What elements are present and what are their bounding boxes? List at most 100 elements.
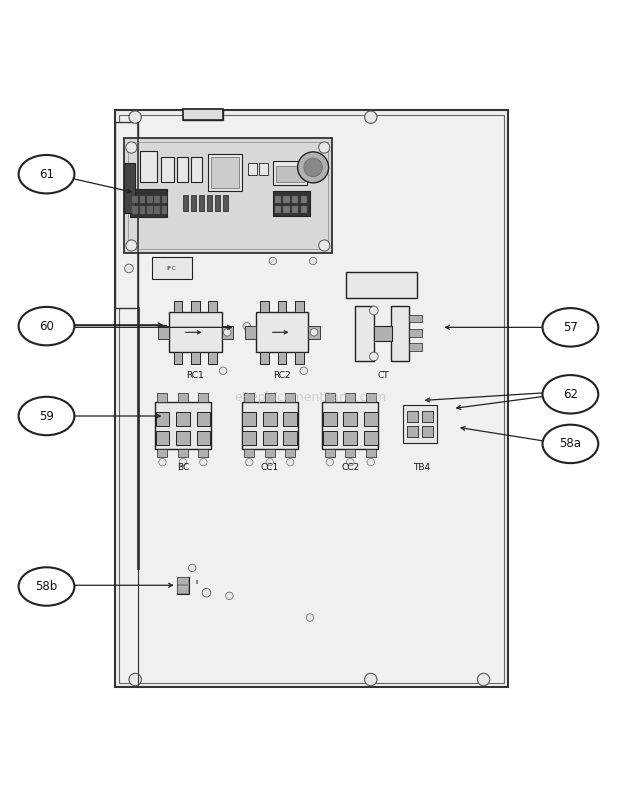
FancyBboxPatch shape [157,393,167,402]
Circle shape [298,152,329,183]
Circle shape [188,564,196,572]
Ellipse shape [19,567,74,606]
FancyBboxPatch shape [154,196,160,203]
FancyBboxPatch shape [198,393,208,402]
FancyBboxPatch shape [242,413,256,426]
FancyBboxPatch shape [183,195,188,211]
Circle shape [365,111,377,123]
Circle shape [269,257,277,264]
FancyBboxPatch shape [325,449,335,457]
FancyBboxPatch shape [265,393,275,402]
FancyBboxPatch shape [283,431,297,445]
FancyBboxPatch shape [292,206,298,213]
Circle shape [161,257,168,264]
FancyBboxPatch shape [283,413,297,426]
FancyBboxPatch shape [283,206,290,213]
FancyBboxPatch shape [208,301,217,312]
FancyBboxPatch shape [409,329,422,336]
FancyBboxPatch shape [407,411,418,422]
FancyBboxPatch shape [260,352,269,364]
Text: RC2: RC2 [273,371,291,380]
FancyBboxPatch shape [409,344,422,351]
FancyBboxPatch shape [132,207,138,214]
Circle shape [347,458,354,466]
Circle shape [202,589,211,597]
FancyBboxPatch shape [278,301,286,312]
FancyBboxPatch shape [197,431,210,445]
FancyBboxPatch shape [263,431,277,445]
FancyBboxPatch shape [177,157,188,182]
FancyBboxPatch shape [157,326,169,339]
FancyBboxPatch shape [275,196,281,203]
FancyBboxPatch shape [323,431,337,445]
FancyBboxPatch shape [278,352,286,364]
FancyBboxPatch shape [176,413,190,426]
Text: 60: 60 [39,320,54,332]
FancyBboxPatch shape [366,449,376,457]
FancyBboxPatch shape [244,393,254,402]
FancyBboxPatch shape [301,206,307,213]
FancyBboxPatch shape [177,577,188,584]
FancyBboxPatch shape [260,301,269,312]
FancyBboxPatch shape [208,154,242,191]
FancyBboxPatch shape [156,413,169,426]
FancyBboxPatch shape [374,326,392,341]
Circle shape [477,674,490,686]
FancyBboxPatch shape [156,431,169,445]
Text: 59: 59 [39,409,54,422]
Circle shape [125,264,133,273]
Text: 57: 57 [563,321,578,334]
FancyBboxPatch shape [391,306,409,361]
Ellipse shape [19,307,74,345]
Circle shape [326,458,334,466]
Text: 62: 62 [563,388,578,400]
Text: BC: BC [177,462,189,472]
Text: 58a: 58a [559,437,582,450]
Text: CC1: CC1 [260,462,279,472]
FancyBboxPatch shape [343,431,357,445]
Circle shape [300,367,308,374]
FancyBboxPatch shape [161,157,174,182]
FancyBboxPatch shape [273,191,310,215]
Ellipse shape [542,425,598,463]
FancyBboxPatch shape [403,405,437,443]
FancyBboxPatch shape [295,301,304,312]
FancyBboxPatch shape [197,413,210,426]
FancyBboxPatch shape [409,315,422,322]
FancyBboxPatch shape [355,306,374,361]
FancyBboxPatch shape [345,449,355,457]
Circle shape [370,306,378,315]
Circle shape [266,458,273,466]
FancyBboxPatch shape [265,449,275,457]
FancyBboxPatch shape [140,207,145,214]
Circle shape [310,328,317,336]
Text: CT: CT [378,371,389,380]
FancyBboxPatch shape [407,426,418,437]
FancyBboxPatch shape [191,301,200,312]
FancyBboxPatch shape [207,195,212,211]
FancyBboxPatch shape [183,109,223,120]
FancyBboxPatch shape [301,196,307,203]
FancyBboxPatch shape [191,352,200,364]
Circle shape [129,674,141,686]
FancyBboxPatch shape [292,196,298,203]
FancyBboxPatch shape [130,189,167,217]
FancyBboxPatch shape [178,393,188,402]
Ellipse shape [19,396,74,435]
FancyBboxPatch shape [276,166,304,182]
Text: 61: 61 [39,167,54,181]
FancyBboxPatch shape [285,449,295,457]
FancyBboxPatch shape [178,449,188,457]
FancyBboxPatch shape [346,272,417,298]
Circle shape [126,142,137,153]
FancyBboxPatch shape [343,413,357,426]
FancyBboxPatch shape [115,111,508,687]
Circle shape [219,367,227,374]
FancyBboxPatch shape [364,413,378,426]
Circle shape [246,458,253,466]
FancyBboxPatch shape [273,161,307,185]
FancyBboxPatch shape [191,195,196,211]
FancyBboxPatch shape [147,207,153,214]
FancyBboxPatch shape [177,586,188,594]
Circle shape [223,328,231,336]
